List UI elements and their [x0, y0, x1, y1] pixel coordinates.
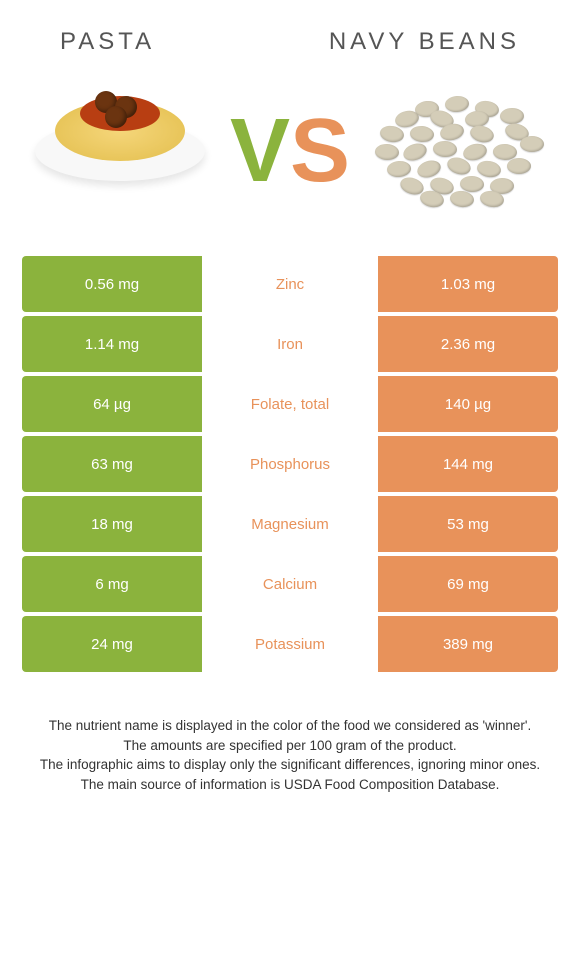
- nutrient-row: 63 mgPhosphorus144 mg: [22, 436, 558, 492]
- nutrient-name: Iron: [202, 316, 378, 372]
- nutrient-name: Phosphorus: [202, 436, 378, 492]
- nutrient-row: 24 mgPotassium389 mg: [22, 616, 558, 672]
- food-left-title: PASTA: [60, 28, 155, 56]
- vs-v-letter: V: [230, 101, 290, 201]
- nutrient-left-value: 1.14 mg: [22, 316, 202, 372]
- nutrient-row: 0.56 mgZinc1.03 mg: [22, 256, 558, 312]
- nutrient-left-value: 63 mg: [22, 436, 202, 492]
- nutrient-row: 1.14 mgIron2.36 mg: [22, 316, 558, 372]
- vs-s-letter: S: [290, 101, 350, 201]
- nutrient-name: Folate, total: [202, 376, 378, 432]
- food-right-title: NAVY BEANS: [329, 28, 520, 56]
- pasta-image: [30, 86, 210, 216]
- nutrient-row: 18 mgMagnesium53 mg: [22, 496, 558, 552]
- nutrient-name: Magnesium: [202, 496, 378, 552]
- nutrient-left-value: 64 µg: [22, 376, 202, 432]
- nutrient-left-value: 0.56 mg: [22, 256, 202, 312]
- footnote-line: The nutrient name is displayed in the co…: [20, 716, 560, 736]
- nutrient-left-value: 24 mg: [22, 616, 202, 672]
- images-row: VS: [0, 56, 580, 256]
- nutrient-name: Calcium: [202, 556, 378, 612]
- vs-label: VS: [230, 106, 350, 196]
- nutrient-row: 64 µgFolate, total140 µg: [22, 376, 558, 432]
- nutrient-right-value: 53 mg: [378, 496, 558, 552]
- header-row: PASTA NAVY BEANS: [0, 0, 580, 56]
- nutrient-right-value: 144 mg: [378, 436, 558, 492]
- nutrient-row: 6 mgCalcium69 mg: [22, 556, 558, 612]
- navy-beans-image: [370, 86, 550, 216]
- footnote-line: The infographic aims to display only the…: [20, 755, 560, 775]
- nutrient-right-value: 1.03 mg: [378, 256, 558, 312]
- footnote-line: The amounts are specified per 100 gram o…: [20, 736, 560, 756]
- nutrient-name: Zinc: [202, 256, 378, 312]
- nutrient-left-value: 18 mg: [22, 496, 202, 552]
- nutrient-right-value: 69 mg: [378, 556, 558, 612]
- footnotes: The nutrient name is displayed in the co…: [0, 676, 580, 794]
- nutrient-right-value: 140 µg: [378, 376, 558, 432]
- footnote-line: The main source of information is USDA F…: [20, 775, 560, 795]
- nutrient-name: Potassium: [202, 616, 378, 672]
- nutrient-table: 0.56 mgZinc1.03 mg1.14 mgIron2.36 mg64 µ…: [0, 256, 580, 672]
- nutrient-left-value: 6 mg: [22, 556, 202, 612]
- nutrient-right-value: 2.36 mg: [378, 316, 558, 372]
- nutrient-right-value: 389 mg: [378, 616, 558, 672]
